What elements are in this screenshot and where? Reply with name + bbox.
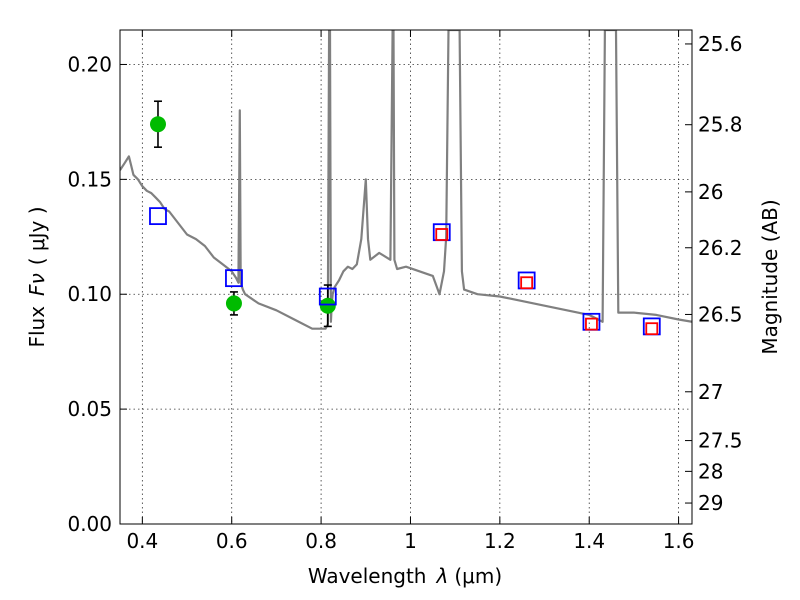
y-tick-label: 0.05 — [67, 397, 112, 421]
mag-tick-label: 26.5 — [698, 302, 743, 326]
y-axis-label: Flux Fν ( μJy ) — [25, 206, 49, 347]
model-square-blue — [318, 287, 337, 306]
x-tick-label: 1.2 — [484, 529, 516, 553]
model-square-blue — [149, 207, 167, 226]
mag-tick-label: 25.8 — [698, 113, 743, 137]
y-axis-label-symbol: Fν — [25, 273, 49, 296]
mag-tick-label: 26.2 — [698, 236, 743, 260]
observed-point — [149, 116, 166, 133]
x-axis-label-symbol: λ — [436, 564, 449, 588]
y-tick-label: 0.15 — [67, 167, 112, 191]
y-axis-label-text: Flux — [25, 306, 49, 348]
mag-tick-label: 26 — [698, 180, 723, 204]
plot-frame — [119, 29, 693, 525]
x-axis-label-text: Wavelength — [308, 564, 427, 588]
model-square-blue — [225, 269, 243, 288]
mag-tick-label: 29 — [698, 491, 723, 515]
x-axis-label: Wavelength λ (μm) — [308, 564, 502, 588]
mag-tick-label: 25.6 — [698, 32, 743, 56]
y-tick-label: 0.10 — [67, 282, 112, 306]
model-square-red — [645, 322, 659, 336]
y-tick-label: 0.00 — [67, 512, 112, 536]
mag-tick-label: 27.5 — [698, 429, 743, 453]
x-tick-label: 0.4 — [126, 529, 158, 553]
model-square-red — [585, 317, 598, 331]
y-tick-label: 0.20 — [67, 52, 112, 76]
data-layer — [120, 30, 692, 336]
model-square-red — [520, 276, 534, 290]
right-axis-label: Magnitude (AB) — [758, 199, 782, 354]
series-group — [120, 30, 692, 336]
x-axis-label-unit: (μm) — [454, 564, 502, 588]
x-tick-label: 1 — [404, 529, 417, 553]
model-square-red — [435, 228, 449, 241]
mag-tick-label: 27 — [698, 380, 723, 404]
x-tick-label: 1.6 — [663, 529, 695, 553]
x-tick-label: 1.4 — [573, 529, 605, 553]
tick-layer: 0.4 0.6 0.8 1 1.2 1.4 1.6 0.00 0.05 0.10 0.15 0.20 2… — [67, 30, 743, 553]
mag-tick-label: 28 — [698, 459, 723, 483]
x-tick-label: 0.6 — [216, 529, 248, 553]
y-axis-label-unit: ( μJy ) — [25, 206, 49, 265]
x-tick-label: 0.8 — [305, 529, 337, 553]
grid-layer — [120, 30, 692, 525]
observed-point — [319, 297, 336, 314]
model-spectrum-line — [120, 30, 692, 330]
observed-point — [225, 295, 242, 312]
